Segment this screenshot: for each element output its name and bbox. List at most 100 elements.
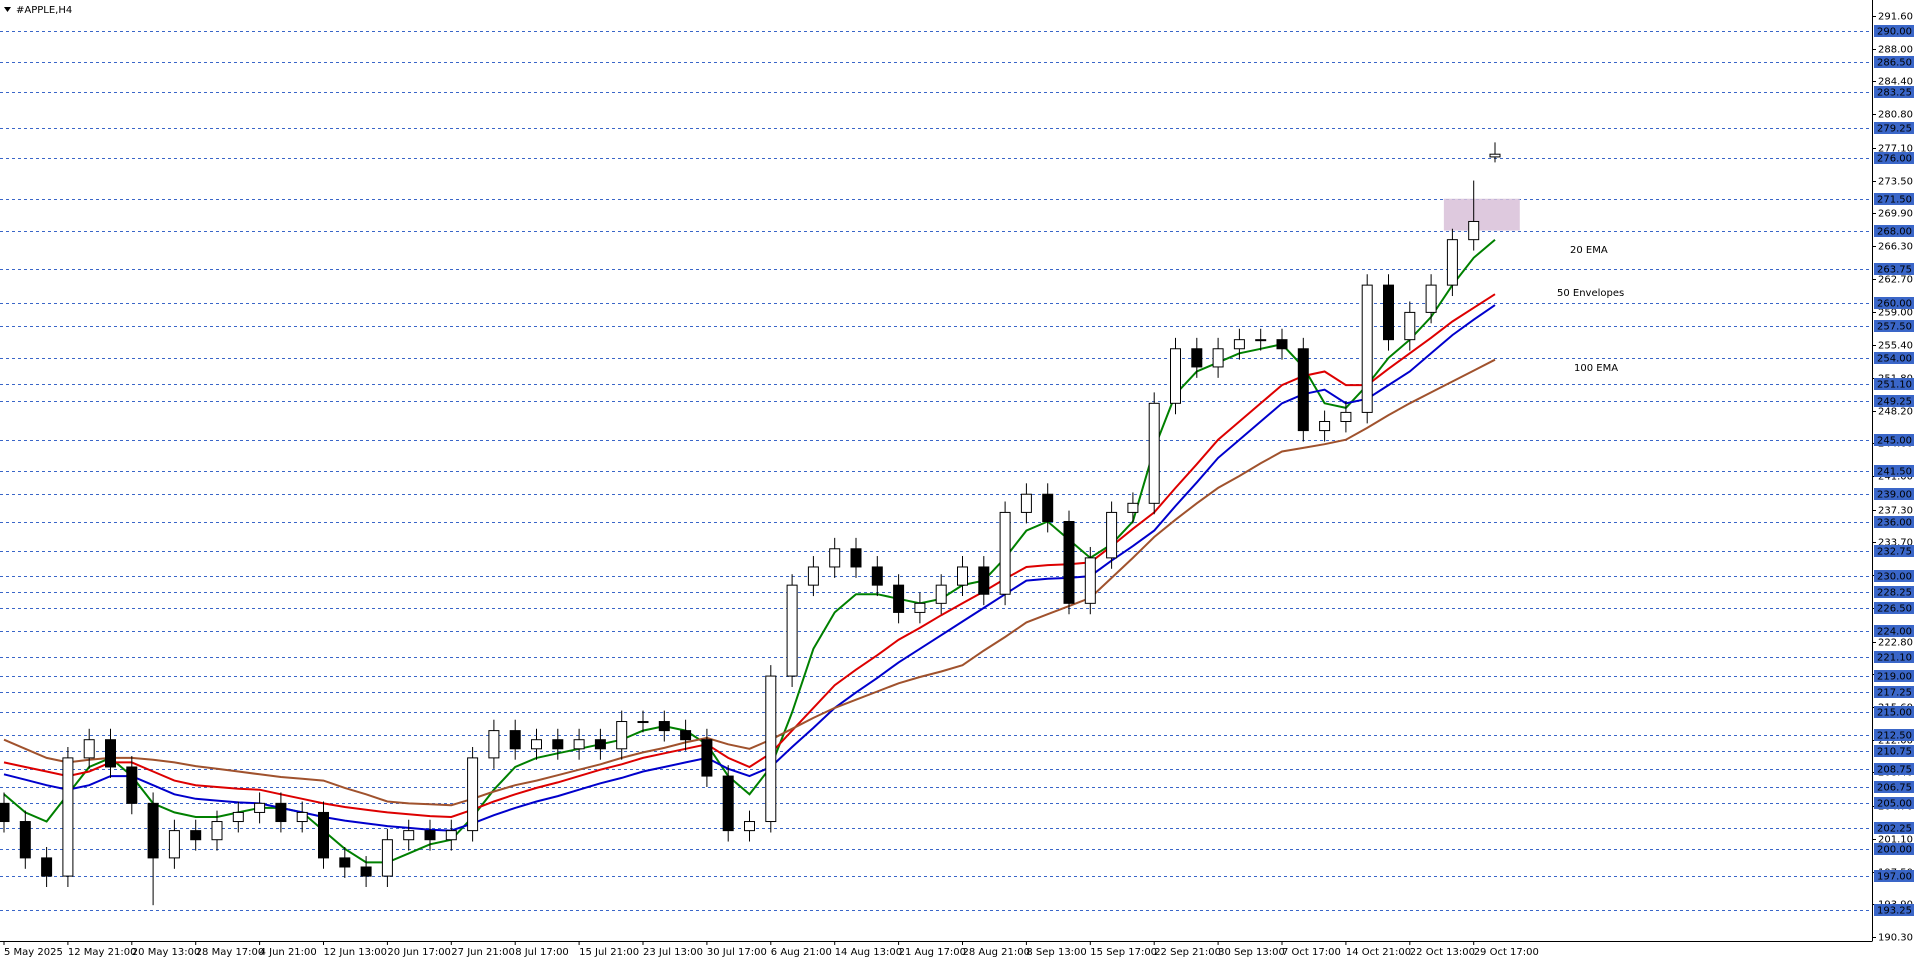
level-label-box <box>1874 729 1914 741</box>
y-tick-label: 266.30 <box>1878 242 1913 253</box>
candle-body <box>445 830 457 841</box>
level-label-box <box>1874 516 1914 528</box>
candle-body <box>957 566 968 586</box>
menu-triangle[interactable] <box>4 7 11 12</box>
candle-body <box>1340 411 1352 422</box>
candle-body <box>1106 511 1118 559</box>
candle-body <box>105 739 116 768</box>
candle-body <box>1383 284 1394 341</box>
candle-body <box>871 566 883 586</box>
level-label: 221.10 <box>1877 653 1912 664</box>
x-tick-label: 22 Oct 13:00 <box>1410 947 1475 958</box>
level-label: 228.25 <box>1877 588 1912 599</box>
candle-body <box>488 730 500 759</box>
x-tick-label: 7 Oct 17:00 <box>1282 947 1341 958</box>
candle-body <box>850 548 862 568</box>
candle-body <box>744 821 755 832</box>
candle-body <box>211 821 223 841</box>
x-tick-label: 12 May 21:00 <box>68 947 137 958</box>
candle-body <box>19 821 31 859</box>
y-tick-label: 277.10 <box>1878 144 1913 155</box>
level-label-box <box>1874 297 1914 309</box>
level-label: 215.00 <box>1877 708 1912 719</box>
x-tick-label: 20 May 13:00 <box>132 947 201 958</box>
level-label-box <box>1874 904 1914 916</box>
candle-body <box>1446 239 1458 286</box>
level-label-box <box>1874 670 1914 682</box>
candle-body <box>701 739 713 777</box>
candle-body <box>126 766 138 804</box>
level-label: 206.75 <box>1877 783 1912 794</box>
candle-body <box>935 584 947 604</box>
level-label: 217.25 <box>1877 688 1912 699</box>
y-tick-label: 233.70 <box>1878 538 1913 549</box>
highlight-zone <box>1443 198 1520 231</box>
candle-body <box>509 730 521 750</box>
candle-body <box>999 511 1011 595</box>
x-tick-label: 21 Aug 17:00 <box>899 947 966 958</box>
level-label-box <box>1874 56 1914 68</box>
candle-body <box>1148 402 1160 504</box>
candle-body <box>658 721 670 732</box>
candle-body <box>381 839 393 877</box>
level-label-box <box>1874 122 1914 134</box>
candle-body <box>296 811 308 823</box>
level-label-box <box>1874 781 1914 793</box>
x-tick-label: 14 Aug 13:00 <box>835 947 902 958</box>
y-tick-label: 284.40 <box>1878 77 1913 88</box>
indicator-label: 20 EMA <box>1570 245 1608 256</box>
candle-body <box>41 857 53 877</box>
x-tick-label: 8 Jul 17:00 <box>515 947 569 958</box>
candle-body <box>1425 284 1437 313</box>
level-label-box <box>1874 763 1914 775</box>
candle-body <box>424 830 436 841</box>
level-label-box <box>1874 25 1914 37</box>
candle-body <box>147 802 159 859</box>
level-label-box <box>1874 686 1914 698</box>
level-label-box <box>1874 225 1914 237</box>
candle-body <box>807 566 819 586</box>
level-label: 257.50 <box>1877 322 1912 333</box>
candle-body <box>83 739 95 759</box>
level-label-box <box>1874 706 1914 718</box>
candle-body <box>765 675 777 823</box>
level-label-box <box>1874 263 1914 275</box>
candle-body <box>1319 420 1331 432</box>
level-label-box <box>1874 602 1914 614</box>
level-label: 200.00 <box>1877 845 1912 856</box>
candle-body <box>360 866 372 877</box>
level-label: 210.75 <box>1877 747 1912 758</box>
level-label: 279.25 <box>1877 124 1912 135</box>
y-tick-label: 222.80 <box>1878 638 1913 649</box>
y-tick-label: 273.50 <box>1878 177 1913 188</box>
x-tick-label: 4 Jun 21:00 <box>260 947 317 958</box>
level-label: 260.00 <box>1877 299 1912 310</box>
candle-body <box>1468 220 1480 241</box>
indicator-line <box>3 293 1496 819</box>
candle-body <box>1084 557 1096 604</box>
indicator-line <box>3 238 1496 864</box>
x-tick-label: 14 Oct 21:00 <box>1346 947 1411 958</box>
level-label: 202.25 <box>1877 824 1912 835</box>
level-label: 276.00 <box>1877 154 1912 165</box>
level-label: 263.75 <box>1877 265 1912 276</box>
level-label: 249.25 <box>1877 397 1912 408</box>
x-tick-label: 29 Oct 17:00 <box>1474 947 1539 958</box>
level-label: 230.00 <box>1877 572 1912 583</box>
y-tick-label: 190.30 <box>1878 933 1913 944</box>
level-label-box <box>1874 378 1914 390</box>
candle-body <box>722 775 734 832</box>
x-tick-label: 30 Jul 17:00 <box>707 947 767 958</box>
candle-body <box>232 811 244 823</box>
x-tick-label: 28 Aug 21:00 <box>963 947 1030 958</box>
chart-title: #APPLE,H4 <box>16 5 72 16</box>
level-label: 271.50 <box>1877 195 1912 206</box>
level-label-box <box>1874 586 1914 598</box>
level-label-box <box>1874 545 1914 557</box>
indicator-label: 50 Envelopes <box>1557 288 1624 299</box>
candle-body <box>1361 284 1373 413</box>
candle-body <box>467 757 479 832</box>
candle-body <box>0 802 10 823</box>
y-tick-label: 259.00 <box>1878 308 1913 319</box>
level-label: 224.00 <box>1877 627 1912 638</box>
